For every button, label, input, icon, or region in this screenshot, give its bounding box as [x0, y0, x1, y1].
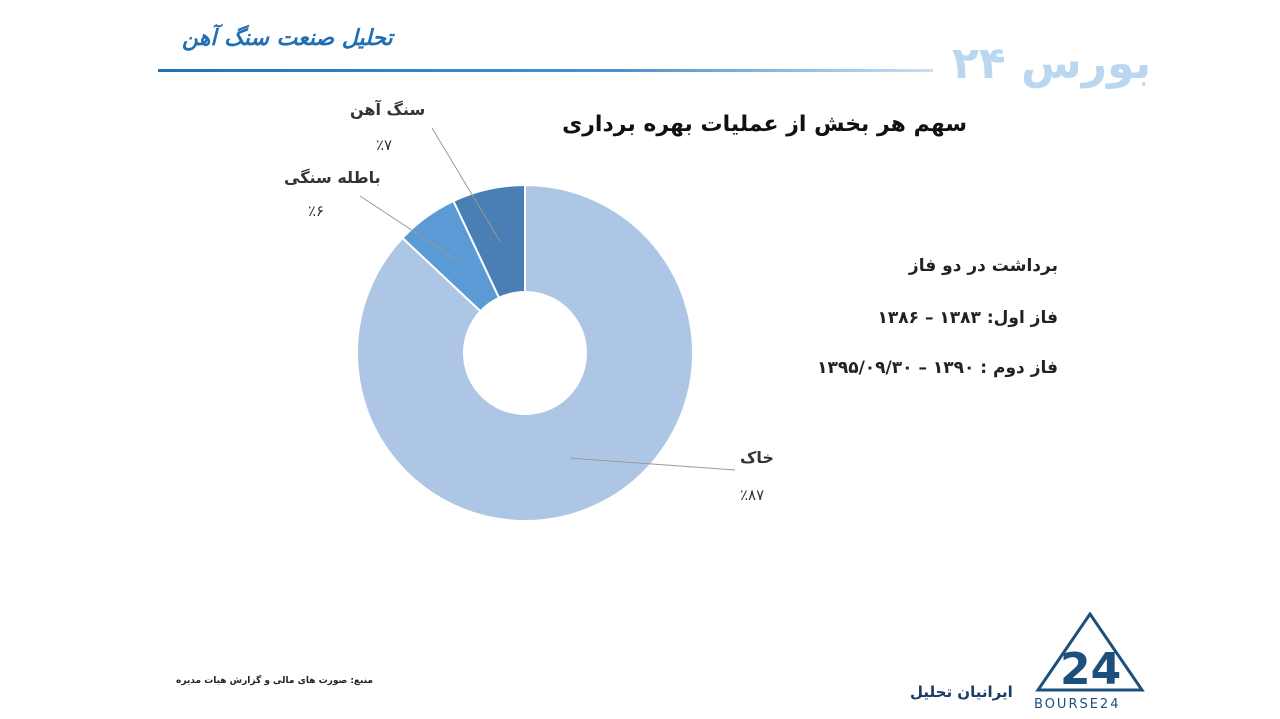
slice-label-sang-ahan: سنگ آهن: [350, 100, 426, 119]
leader-line-2: [431, 127, 501, 242]
brand-logo: بورس ۲۴: [952, 38, 1152, 89]
info-heading: برداشت در دو فاز: [908, 256, 1058, 276]
slice-label-bateleh: باطله سنگی: [284, 168, 381, 187]
page-title: تحلیل صنعت سنگ آهن: [182, 26, 393, 51]
leader-line-1: [359, 195, 458, 261]
info-phase2: فاز دوم : ۱۳۹۰ – ۱۳۹۵/۰۹/۳۰: [817, 358, 1058, 378]
svg-text:24: 24: [1060, 644, 1121, 695]
header-divider: [158, 69, 933, 72]
slice-pct-sang-ahan: ٪۷: [376, 136, 393, 154]
slice-label-khak: خاک: [740, 448, 774, 467]
svg-text:BOURSE24: BOURSE24: [1034, 697, 1120, 712]
leader-line-0: [570, 457, 736, 471]
slice-pct-bateleh: ٪۶: [308, 202, 325, 220]
slice-pct-khak: ٪۸۷: [740, 486, 765, 504]
info-phase1: فاز اول: ۱۳۸۳ – ۱۳۸۶: [877, 308, 1058, 328]
donut-slice-0: [356, 183, 694, 522]
chart-title: سهم هر بخش از عملیات بهره برداری: [562, 112, 967, 137]
footer-brand: ایرانیان تحلیل: [910, 683, 1013, 701]
donut-slice-2: [452, 183, 526, 300]
bourse24-logo: 24 BOURSE24: [1034, 612, 1145, 712]
source-note: منبع: صورت های مالی و گزارش هیات مدیره: [176, 676, 373, 686]
